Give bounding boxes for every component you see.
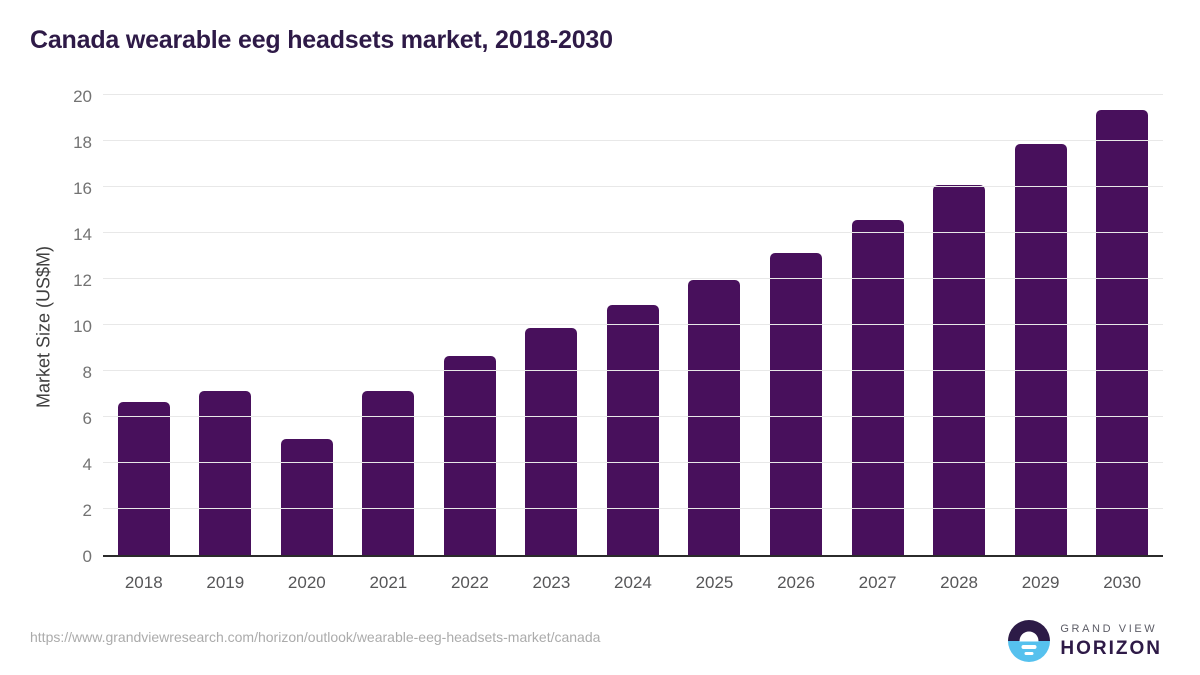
y-axis-tick: 2 xyxy=(82,501,92,520)
y-axis-tick: 12 xyxy=(73,271,92,290)
logo-text: GRAND VIEW HORIZON xyxy=(1060,623,1162,659)
gridline xyxy=(103,278,1163,279)
y-axis-tick: 8 xyxy=(82,363,92,382)
x-axis-label: 2019 xyxy=(206,573,245,592)
bar-2025 xyxy=(688,280,741,555)
x-axis-label: 2020 xyxy=(287,573,326,592)
x-axis-label: 2022 xyxy=(450,573,489,592)
bar-2028 xyxy=(933,184,986,555)
gridline xyxy=(103,370,1163,371)
sun-icon xyxy=(1019,631,1039,641)
y-axis-tick: 18 xyxy=(73,133,92,152)
gridline xyxy=(103,324,1163,325)
bar-2024 xyxy=(606,305,659,555)
bar-2021 xyxy=(362,390,415,555)
horizon-logo-icon xyxy=(1008,620,1051,662)
bar-column xyxy=(1000,97,1082,555)
brand-name-bottom: HORIZON xyxy=(1060,638,1162,659)
bar-2029 xyxy=(1014,144,1067,555)
page-title: Canada wearable eeg headsets market, 201… xyxy=(30,26,613,54)
bar-column xyxy=(348,97,430,555)
gridline xyxy=(103,462,1163,463)
bar-column xyxy=(918,97,1000,555)
y-axis-tick: 6 xyxy=(82,409,92,428)
bar-column xyxy=(185,97,267,555)
x-axis-label: 2021 xyxy=(369,573,408,592)
bar-2026 xyxy=(770,252,823,555)
bar-column xyxy=(103,97,185,555)
y-axis-tick: 4 xyxy=(82,455,92,474)
plot-area xyxy=(103,94,1163,557)
wave-icon xyxy=(1021,645,1037,649)
bar-column xyxy=(511,97,593,555)
x-axis-label: 2026 xyxy=(777,573,815,592)
bar-column xyxy=(592,97,674,555)
x-axis-label: 2027 xyxy=(858,573,897,592)
x-axis-labels: 2018 2019 2020 2021 2022 2023 2024 2025 2026 2027… xyxy=(103,568,1163,598)
bar-column xyxy=(674,97,756,555)
bar-column xyxy=(429,97,511,555)
x-axis-label: 2025 xyxy=(695,573,734,592)
wave-icon xyxy=(1024,651,1034,655)
gridline xyxy=(103,186,1163,187)
x-axis-label: 2018 xyxy=(124,573,163,592)
bar-column xyxy=(266,97,348,555)
bar-2018 xyxy=(117,402,170,555)
grand-view-horizon-logo: GRAND VIEW HORIZON xyxy=(1008,620,1162,662)
y-axis-tick: 10 xyxy=(73,317,92,336)
gridline xyxy=(103,140,1163,141)
bar-2030 xyxy=(1096,109,1149,555)
y-axis-tick: 16 xyxy=(73,179,92,198)
bar-2019 xyxy=(199,390,252,555)
gridline xyxy=(103,416,1163,417)
y-axis-tick: 20 xyxy=(73,87,92,106)
gridline xyxy=(103,232,1163,233)
bar-2020 xyxy=(280,438,333,555)
bar-2022 xyxy=(443,356,496,555)
bar-2023 xyxy=(525,328,578,555)
gridline xyxy=(103,94,1163,95)
x-axis-label: 2030 xyxy=(1103,573,1142,592)
x-axis-label: 2029 xyxy=(1021,573,1060,592)
x-axis-label: 2028 xyxy=(940,573,978,592)
bar-column xyxy=(755,97,837,555)
brand-name-top: GRAND VIEW xyxy=(1060,623,1158,635)
y-axis-tick: 14 xyxy=(73,225,92,244)
source-url: https://www.grandviewresearch.com/horizo… xyxy=(30,629,601,645)
bar-series xyxy=(103,97,1163,555)
bar-2027 xyxy=(851,220,904,555)
x-axis-label: 2024 xyxy=(614,573,652,592)
bar-column xyxy=(1081,97,1163,555)
y-axis-tick: 0 xyxy=(82,547,92,566)
gridline xyxy=(103,508,1163,509)
bar-column xyxy=(837,97,919,555)
y-axis-ticks: 0 2 4 6 8 10 12 14 16 18 20 xyxy=(30,88,92,566)
x-axis-label: 2023 xyxy=(532,573,571,592)
